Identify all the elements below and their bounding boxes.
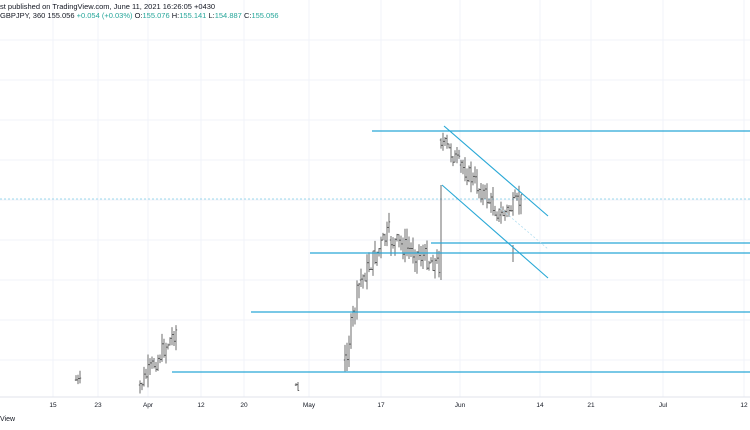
publisher-text: st published on TradingView.com, June 11… bbox=[0, 2, 216, 11]
price-change: +0.054 (+0.03%) bbox=[76, 11, 133, 20]
footer-text: View bbox=[0, 416, 16, 423]
ohlc-legend: GBPJPY, 360 155.056 +0.054 (+0.03%) O:15… bbox=[0, 11, 279, 20]
time-tick-label: 12 bbox=[197, 402, 205, 409]
channel-mid-line bbox=[499, 207, 549, 250]
ohlc-bars bbox=[74, 132, 523, 394]
low-label: L: bbox=[208, 11, 215, 20]
time-tick-label: Jul bbox=[659, 402, 668, 409]
time-tick-label: 17 bbox=[377, 402, 385, 409]
time-tick-label: 14 bbox=[536, 402, 544, 409]
time-tick-label: May bbox=[303, 402, 316, 409]
drawings-layer[interactable] bbox=[172, 125, 750, 373]
open-value: 155.076 bbox=[142, 11, 170, 20]
last-price: 155.056 bbox=[47, 11, 75, 20]
chart-header: st published on TradingView.com, June 11… bbox=[0, 0, 750, 22]
low-value: 154.887 bbox=[214, 11, 242, 20]
time-tick-label: Apr bbox=[143, 402, 154, 409]
open-label: O: bbox=[134, 11, 143, 20]
time-tick-label: 23 bbox=[94, 402, 102, 409]
time-axis[interactable]: 15 23 Apr 12 20 May 17 Jun 14 21 Jul 12 bbox=[49, 402, 748, 409]
close-label: C: bbox=[243, 11, 252, 20]
symbol-label[interactable]: GBPJPY, 360 bbox=[0, 11, 46, 20]
channel-upper-line[interactable] bbox=[443, 125, 549, 217]
high-label: H: bbox=[171, 11, 180, 20]
time-tick-label: 20 bbox=[240, 402, 248, 409]
chart-grid bbox=[0, 0, 750, 397]
time-tick-label: 12 bbox=[740, 402, 748, 409]
time-tick-label: 21 bbox=[587, 402, 595, 409]
time-tick-label: Jun bbox=[455, 402, 466, 409]
high-value: 155.141 bbox=[179, 11, 207, 20]
time-tick-label: 15 bbox=[49, 402, 57, 409]
channel-lower-line[interactable] bbox=[441, 184, 549, 279]
close-value: 155.056 bbox=[251, 11, 279, 20]
